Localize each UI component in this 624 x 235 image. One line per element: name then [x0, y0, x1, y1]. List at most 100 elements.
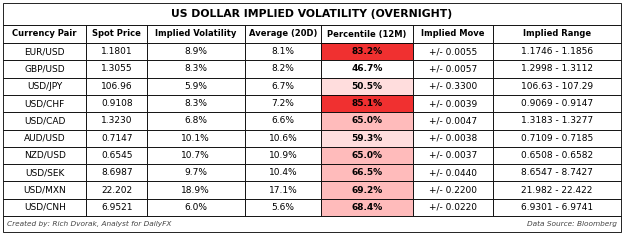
Bar — [245, 199, 321, 216]
Bar — [412, 129, 493, 147]
Text: USD/CAD: USD/CAD — [24, 116, 66, 125]
Text: 22.202: 22.202 — [101, 186, 132, 195]
Text: 66.5%: 66.5% — [351, 168, 383, 177]
Text: 6.9301 - 6.9741: 6.9301 - 6.9741 — [521, 203, 593, 212]
Text: Implied Range: Implied Range — [523, 30, 591, 39]
Text: 69.2%: 69.2% — [351, 186, 383, 195]
Text: 46.7%: 46.7% — [351, 64, 383, 74]
Text: 8.3%: 8.3% — [184, 64, 207, 74]
Bar — [321, 112, 412, 129]
Text: USD/MXN: USD/MXN — [23, 186, 66, 195]
Text: GBP/USD: GBP/USD — [24, 64, 65, 74]
Text: 10.7%: 10.7% — [182, 151, 210, 160]
Text: +/- 0.0038: +/- 0.0038 — [429, 134, 477, 143]
Bar — [493, 199, 621, 216]
Text: 0.7147: 0.7147 — [101, 134, 132, 143]
Bar — [245, 43, 321, 60]
Bar — [3, 216, 621, 232]
Bar — [3, 3, 621, 25]
Bar — [147, 164, 245, 181]
Text: Implied Volatility: Implied Volatility — [155, 30, 236, 39]
Bar — [412, 95, 493, 112]
Text: 65.0%: 65.0% — [351, 151, 383, 160]
Bar — [87, 129, 147, 147]
Bar — [493, 60, 621, 78]
Text: +/- 0.3300: +/- 0.3300 — [429, 82, 477, 91]
Text: Created by: Rich Dvorak, Analyst for DailyFX: Created by: Rich Dvorak, Analyst for Dai… — [7, 221, 172, 227]
Text: EUR/USD: EUR/USD — [24, 47, 65, 56]
Text: 65.0%: 65.0% — [351, 116, 383, 125]
Text: 0.6545: 0.6545 — [101, 151, 132, 160]
Bar — [87, 147, 147, 164]
Text: +/- 0.0039: +/- 0.0039 — [429, 99, 477, 108]
Bar — [493, 95, 621, 112]
Text: 10.9%: 10.9% — [268, 151, 297, 160]
Text: US DOLLAR IMPLIED VOLATILITY (OVERNIGHT): US DOLLAR IMPLIED VOLATILITY (OVERNIGHT) — [172, 9, 452, 19]
Bar — [87, 60, 147, 78]
Bar — [412, 164, 493, 181]
Text: Spot Price: Spot Price — [92, 30, 141, 39]
Text: 8.3%: 8.3% — [184, 99, 207, 108]
Bar — [147, 78, 245, 95]
Text: 1.1801: 1.1801 — [101, 47, 132, 56]
Bar — [147, 199, 245, 216]
Bar — [147, 95, 245, 112]
Text: 106.96: 106.96 — [101, 82, 132, 91]
Text: 5.6%: 5.6% — [271, 203, 295, 212]
Bar — [3, 60, 87, 78]
Text: 8.9%: 8.9% — [184, 47, 207, 56]
Text: Percentile (12M): Percentile (12M) — [328, 30, 407, 39]
Text: 59.3%: 59.3% — [351, 134, 383, 143]
Bar — [493, 112, 621, 129]
Text: 7.2%: 7.2% — [271, 99, 295, 108]
Text: +/- 0.2200: +/- 0.2200 — [429, 186, 477, 195]
Bar — [245, 164, 321, 181]
Bar — [87, 181, 147, 199]
Bar — [3, 78, 87, 95]
Text: Implied Move: Implied Move — [421, 30, 485, 39]
Text: 21.982 - 22.422: 21.982 - 22.422 — [521, 186, 593, 195]
Bar — [493, 78, 621, 95]
Bar — [493, 43, 621, 60]
Bar — [147, 43, 245, 60]
Bar — [245, 147, 321, 164]
Bar — [412, 112, 493, 129]
Bar — [3, 181, 87, 199]
Text: 8.6987: 8.6987 — [101, 168, 132, 177]
Bar — [493, 147, 621, 164]
Bar — [412, 199, 493, 216]
Bar — [87, 78, 147, 95]
Bar — [321, 164, 412, 181]
Bar — [147, 147, 245, 164]
Bar — [3, 112, 87, 129]
Bar — [147, 112, 245, 129]
Text: 0.7109 - 0.7185: 0.7109 - 0.7185 — [521, 134, 593, 143]
Bar — [147, 181, 245, 199]
Bar — [321, 181, 412, 199]
Text: +/- 0.0037: +/- 0.0037 — [429, 151, 477, 160]
Bar — [245, 78, 321, 95]
Bar — [321, 43, 412, 60]
Bar — [245, 60, 321, 78]
Text: 1.3055: 1.3055 — [101, 64, 132, 74]
Bar — [87, 43, 147, 60]
Text: 6.7%: 6.7% — [271, 82, 295, 91]
Text: 6.6%: 6.6% — [271, 116, 295, 125]
Text: 6.9521: 6.9521 — [101, 203, 132, 212]
Text: +/- 0.0220: +/- 0.0220 — [429, 203, 477, 212]
Text: 8.6547 - 8.7427: 8.6547 - 8.7427 — [521, 168, 593, 177]
Text: 0.9108: 0.9108 — [101, 99, 132, 108]
Text: 10.4%: 10.4% — [269, 168, 297, 177]
Bar — [3, 129, 87, 147]
Text: NZD/USD: NZD/USD — [24, 151, 66, 160]
Text: Average (20D): Average (20D) — [249, 30, 317, 39]
Text: +/- 0.0055: +/- 0.0055 — [429, 47, 477, 56]
Bar — [321, 78, 412, 95]
Bar — [321, 60, 412, 78]
Text: 1.2998 - 1.3112: 1.2998 - 1.3112 — [521, 64, 593, 74]
Text: 17.1%: 17.1% — [268, 186, 297, 195]
Text: 5.9%: 5.9% — [184, 82, 207, 91]
Bar — [245, 25, 321, 43]
Text: USD/JPY: USD/JPY — [27, 82, 62, 91]
Bar — [493, 164, 621, 181]
